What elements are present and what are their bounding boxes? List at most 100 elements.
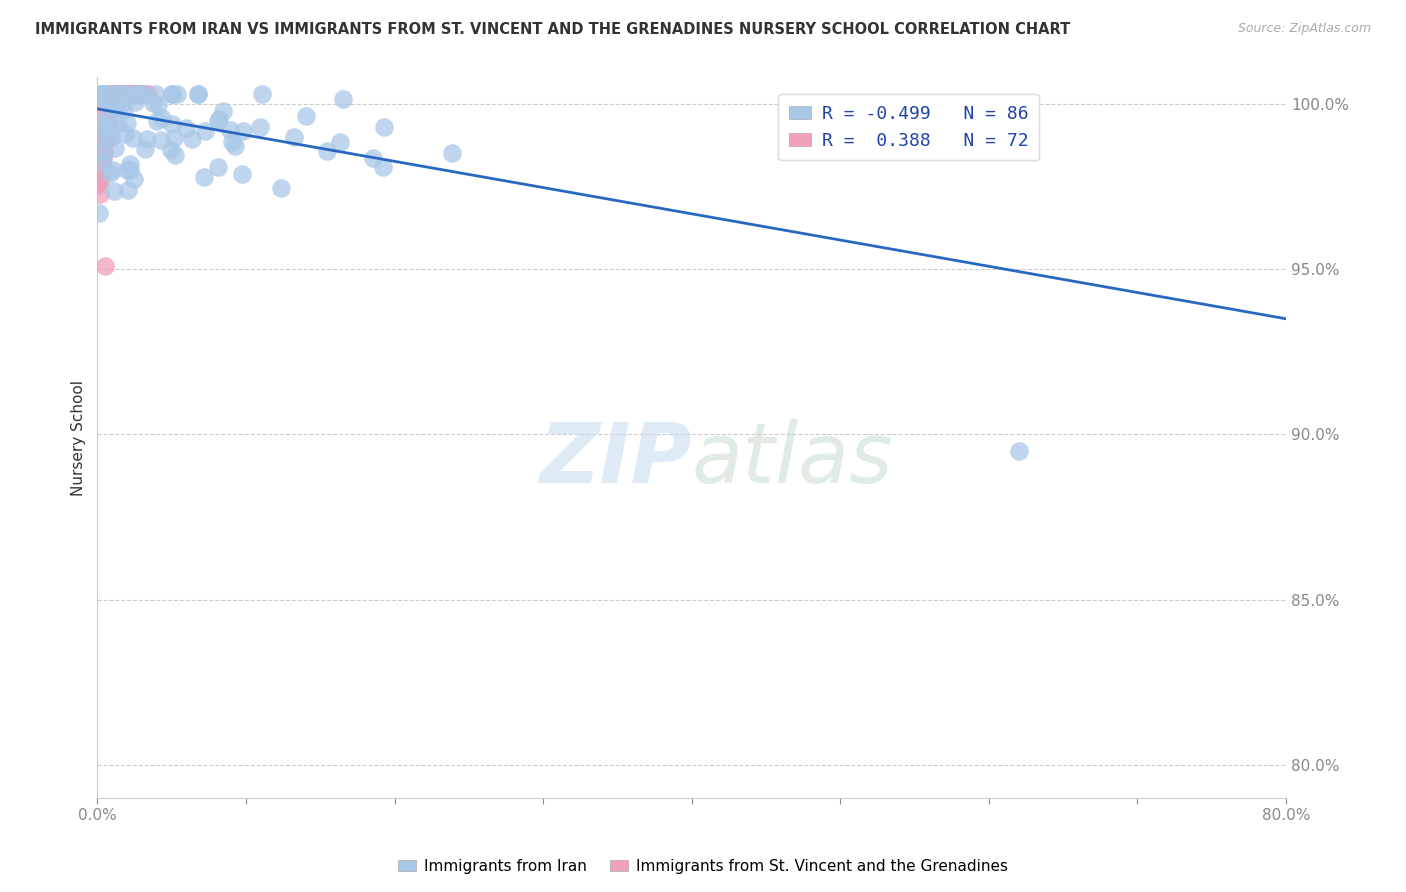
Text: ZIP: ZIP (538, 419, 692, 500)
Point (112, 87, 135, 101)
Point (105, 117, 128, 131)
Point (136, 87, 159, 101)
Point (89, 136, 111, 151)
Point (94, 133, 117, 147)
Y-axis label: Nursery School: Nursery School (72, 380, 86, 496)
Point (96, 118, 118, 132)
Point (93, 143, 115, 157)
Point (104, 87, 127, 101)
Point (132, 87, 155, 101)
Text: atlas: atlas (692, 419, 893, 500)
Point (94, 113, 117, 128)
Point (94, 120, 117, 134)
Point (100, 87, 122, 101)
Point (98, 124, 121, 138)
Point (174, 120, 197, 135)
Point (114, 128, 136, 142)
Point (124, 87, 146, 101)
Point (97, 110, 120, 124)
Point (160, 87, 183, 101)
Point (371, 161, 394, 175)
Point (122, 87, 145, 101)
Point (136, 132, 159, 146)
Point (112, 87, 135, 101)
Point (105, 87, 128, 101)
Point (98, 87, 121, 101)
Point (440, 146, 463, 161)
Point (112, 87, 135, 101)
Point (103, 184, 125, 198)
Point (90, 152, 112, 166)
Point (122, 87, 145, 101)
Point (112, 103, 135, 117)
Point (145, 87, 167, 101)
Legend: R = -0.499   N = 86, R =  0.388   N = 72: R = -0.499 N = 86, R = 0.388 N = 72 (779, 94, 1039, 161)
Point (131, 87, 153, 101)
Point (103, 101, 125, 115)
Point (96, 101, 118, 115)
Point (104, 87, 127, 101)
Point (98, 121, 121, 136)
Point (270, 181, 292, 195)
Point (110, 87, 132, 101)
Point (134, 142, 156, 156)
Point (110, 87, 132, 101)
Point (118, 87, 141, 101)
Point (91, 150, 114, 164)
Point (94, 87, 117, 101)
Point (97, 91, 120, 105)
Point (163, 131, 186, 145)
Point (120, 157, 142, 171)
Point (112, 87, 135, 101)
Point (91, 155, 114, 169)
Point (100, 87, 122, 101)
Point (108, 87, 131, 101)
Point (101, 87, 124, 101)
Point (125, 87, 148, 101)
Point (218, 122, 240, 136)
Point (86, 178, 108, 192)
Point (332, 92, 354, 106)
Point (150, 111, 173, 125)
Point (150, 133, 173, 147)
Point (120, 87, 142, 101)
Point (212, 103, 235, 118)
Point (96, 121, 118, 136)
Point (97, 103, 120, 117)
Point (112, 87, 135, 101)
Point (125, 87, 148, 101)
Point (146, 113, 169, 128)
Point (124, 95, 146, 110)
Point (90, 87, 112, 101)
Point (193, 169, 215, 184)
Point (294, 109, 316, 123)
Point (115, 163, 138, 178)
Point (103, 87, 125, 101)
Point (94, 259, 117, 273)
Point (194, 124, 217, 138)
Point (93, 117, 115, 131)
Point (128, 87, 150, 101)
Point (101, 162, 124, 177)
Point (98, 165, 121, 179)
Text: Source: ZipAtlas.com: Source: ZipAtlas.com (1237, 22, 1371, 36)
Point (93, 118, 115, 132)
Point (97, 87, 120, 101)
Point (118, 87, 141, 101)
Point (104, 101, 127, 115)
Point (100, 90, 122, 104)
Point (89, 87, 111, 101)
Point (118, 163, 141, 178)
Point (111, 95, 134, 110)
Point (105, 87, 128, 101)
Point (94, 133, 117, 147)
Point (138, 87, 160, 101)
Point (94, 132, 117, 146)
Point (89, 175, 111, 189)
Point (118, 87, 141, 101)
Point (87, 128, 110, 143)
Point (160, 87, 183, 101)
Point (122, 130, 145, 145)
Point (87, 133, 110, 147)
Point (132, 87, 155, 101)
